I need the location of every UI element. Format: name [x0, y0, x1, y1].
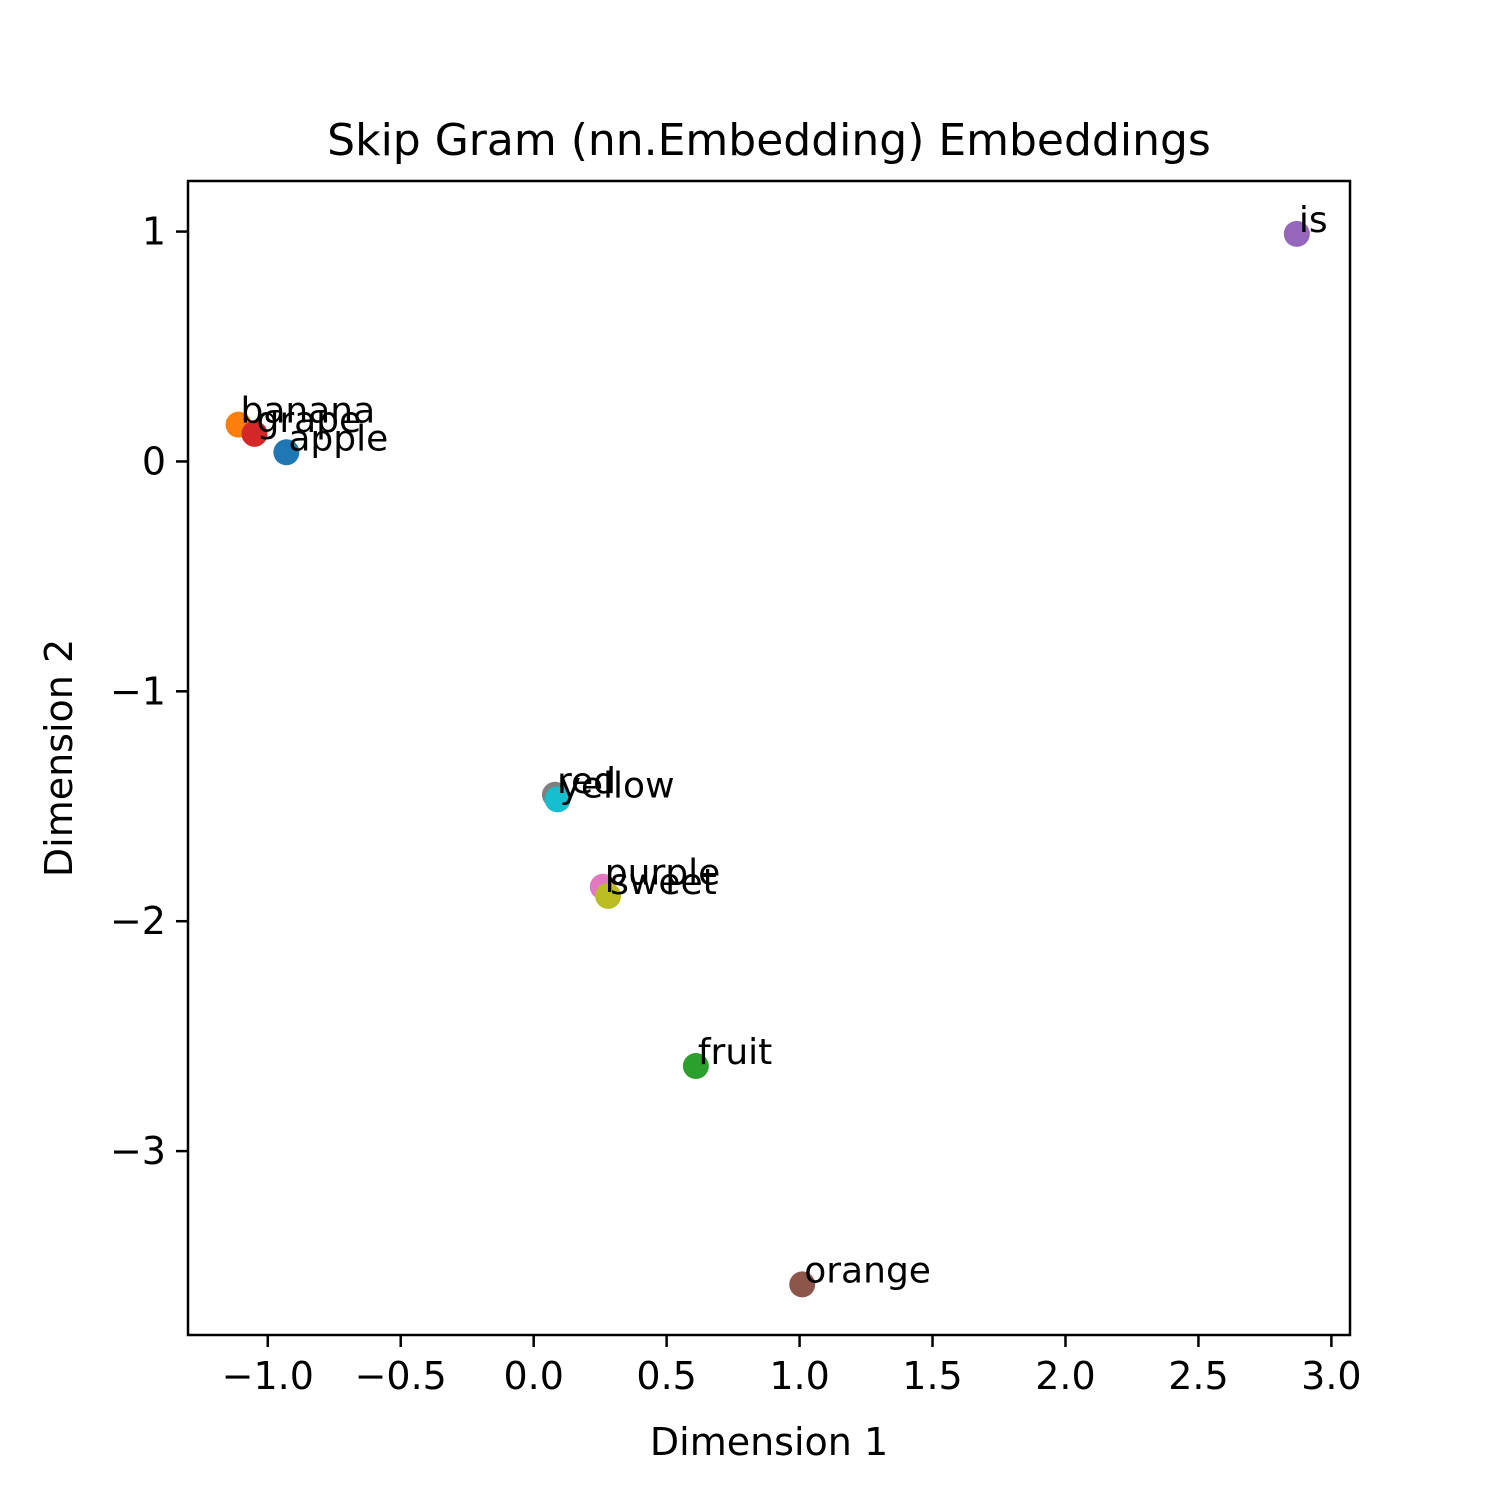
y-tick-label: −2 — [110, 899, 166, 943]
point-label-is: is — [1299, 200, 1328, 241]
x-tick-label: 1.0 — [769, 1354, 829, 1398]
x-tick-label: 0.5 — [636, 1354, 696, 1398]
x-tick-label: 1.5 — [902, 1354, 962, 1398]
data-point-sweet — [595, 882, 622, 909]
data-point-yellow — [544, 786, 571, 813]
data-point-apple — [273, 439, 300, 466]
data-point-orange — [789, 1271, 816, 1298]
data-point-fruit — [682, 1053, 709, 1080]
point-label-sweet: sweet — [610, 862, 717, 903]
x-axis-label: Dimension 1 — [650, 1420, 888, 1464]
point-label-red: red — [557, 761, 616, 802]
axis-ticks: −1.0 −0.5 0.0 0.5 1.0 1.5 2.0 2.5 3.0 1 0 −1 −2 −3 — [110, 210, 1362, 1398]
y-tick-label: −3 — [110, 1129, 166, 1173]
y-tick-label: 0 — [142, 439, 166, 483]
y-axis-label: Dimension 2 — [37, 639, 81, 877]
chart-title: Skip Gram (nn.Embedding) Embeddings — [327, 115, 1211, 166]
x-tick-label: 2.5 — [1168, 1354, 1228, 1398]
x-tick-label: 0.0 — [503, 1354, 563, 1398]
point-label-orange: orange — [804, 1250, 931, 1291]
point-label-grape: grape — [256, 400, 361, 441]
x-tick-label: −0.5 — [355, 1354, 447, 1398]
plot-frame — [186, 179, 1352, 1337]
point-label-yellow: yellow — [560, 765, 675, 806]
x-tick-label: 3.0 — [1301, 1354, 1361, 1398]
x-tick-label: −1.0 — [222, 1354, 314, 1398]
point-label-apple: apple — [288, 418, 388, 459]
point-label-fruit: fruit — [698, 1032, 772, 1073]
point-label-banana: banana — [241, 391, 376, 432]
y-tick-label: 1 — [142, 210, 166, 254]
y-tick-label: −1 — [110, 669, 166, 713]
x-tick-label: 2.0 — [1035, 1354, 1095, 1398]
point-label-purple: purple — [605, 853, 720, 894]
data-point-is — [1283, 220, 1310, 247]
data-point-grape — [241, 420, 268, 447]
